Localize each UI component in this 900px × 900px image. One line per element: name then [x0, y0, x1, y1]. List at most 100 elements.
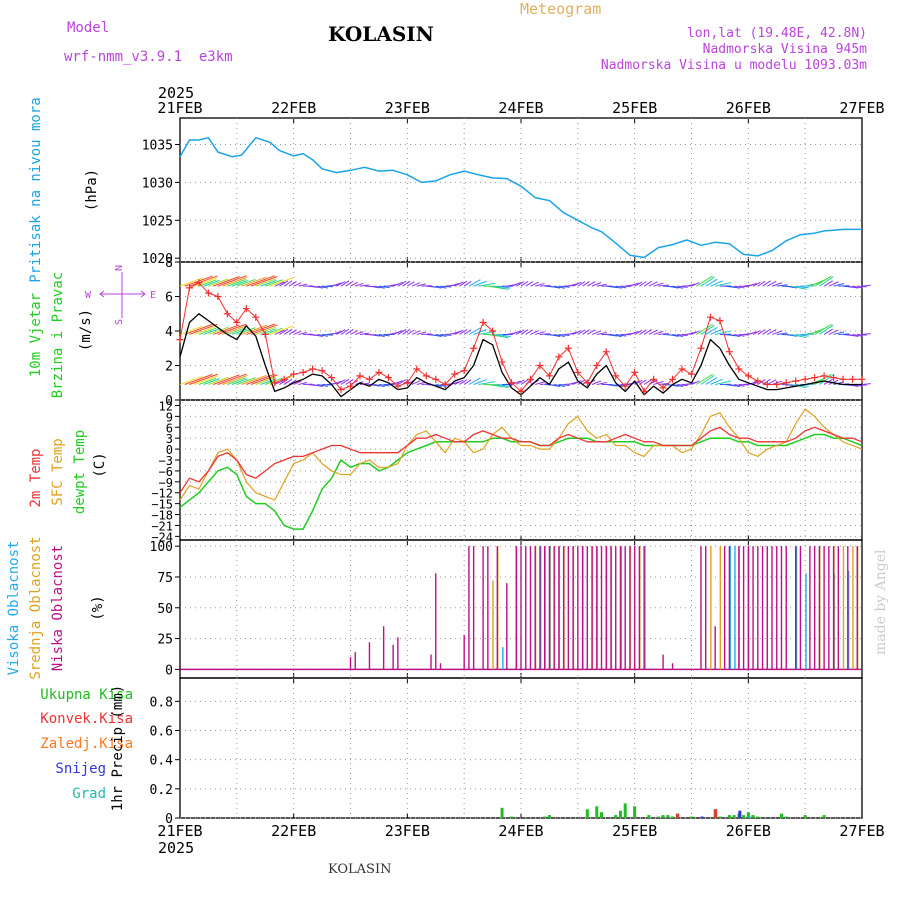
wind-arrow-mid-23 — [288, 329, 297, 335]
xtick-label-bottom-3: 24FEB — [498, 822, 543, 840]
wind-arrow-low-80 — [558, 383, 570, 387]
header-model-name: wrf-nmm_v3.9.1 e3km — [64, 49, 233, 65]
wind-arrow-high-86 — [587, 281, 596, 287]
wind-gust-marker — [185, 284, 193, 292]
wind-arrow-low-29 — [317, 383, 329, 387]
wind-arrow-mid-35 — [345, 329, 354, 335]
wind-arrow-high-28 — [312, 285, 323, 289]
meteogram-title: Meteogram — [520, 0, 602, 18]
wind-arrow-high-97 — [639, 281, 647, 287]
ytick-label-clouds-4: 100 — [150, 540, 173, 555]
wind-gust-marker — [555, 353, 563, 361]
wind-arrow-high-6 — [208, 278, 229, 287]
wind-gust-marker — [451, 370, 459, 378]
wind-arrow-low-4 — [198, 377, 217, 385]
wind-arrow-low-124 — [767, 379, 777, 385]
wind-arrow-high-113 — [715, 282, 732, 287]
wind-arrow-low-33 — [336, 379, 346, 385]
wind-arrow-high-58 — [454, 281, 464, 287]
wind-arrow-mid-6 — [208, 326, 229, 335]
wind-arrow-mid-128 — [786, 333, 797, 337]
wind-arrow-mid-2 — [189, 323, 218, 335]
ytick-label-pressure-2: 1030 — [142, 176, 173, 191]
wind-arrow-high-135 — [819, 276, 834, 287]
wind-gust-marker — [621, 382, 629, 390]
ytick-label-clouds-3: 75 — [157, 571, 173, 586]
wind-arrow-low-16 — [255, 376, 277, 385]
wind-arrow-high-130 — [795, 285, 809, 289]
wind-arrow-low-67 — [497, 383, 511, 387]
ytick-label-temperature-9: −15 — [151, 498, 173, 512]
title-pressure: Pritisak na nivou mora — [28, 97, 44, 282]
wind-arrow-mid-98 — [643, 329, 652, 335]
wind-arrow-mid-40 — [369, 333, 380, 337]
wind-arrow-high-103 — [667, 285, 679, 289]
wind-arrow-low-88 — [596, 382, 607, 385]
ytick-label-precip-2: 0.4 — [150, 754, 174, 769]
wind-arrow-low-84 — [577, 379, 586, 385]
wind-arrow-mid-3 — [194, 325, 218, 335]
wind-arrow-mid-137 — [828, 329, 839, 335]
ytick-label-wind-3: 6 — [165, 291, 173, 306]
ytick-label-pressure-1: 1025 — [142, 214, 173, 229]
precip-bar-2 — [700, 816, 704, 818]
wind-arrow-mid-29 — [317, 333, 329, 337]
wind-arrow-low-10 — [227, 377, 247, 385]
precip-bar-0 — [803, 815, 807, 818]
wind-arrow-high-70 — [511, 282, 521, 287]
wind-arrow-mid-110 — [700, 324, 715, 335]
wind-arrow-mid-42 — [378, 333, 390, 337]
wind-arrow-high-14 — [246, 275, 276, 287]
wind-arrow-low-108 — [691, 380, 700, 385]
wind-arrow-low-111 — [705, 377, 718, 385]
wind-gust-marker — [669, 375, 677, 383]
wind-arrow-mid-91 — [610, 333, 622, 338]
wind-arrow-low-144 — [861, 383, 871, 385]
wind-arrow-high-53 — [430, 285, 442, 289]
wind-arrow-mid-75 — [535, 331, 545, 335]
precip-bar-0 — [500, 807, 504, 818]
precip-bar-3 — [748, 816, 752, 818]
ytick-label-clouds-2: 50 — [157, 602, 173, 617]
wind-arrow-low-28 — [312, 383, 323, 388]
wind-arrow-high-3 — [194, 277, 218, 287]
wind-gust-marker — [470, 344, 478, 352]
wind-arrow-high-71 — [516, 281, 525, 287]
wind-arrow-low-25 — [298, 382, 307, 385]
wind-arrow-high-143 — [857, 285, 867, 288]
wind-arrow-high-29 — [317, 285, 329, 289]
wind-gust-marker — [744, 372, 752, 380]
wind-gust-marker — [318, 367, 326, 375]
precip-bar-0 — [656, 816, 660, 818]
wind-arrow-high-99 — [648, 281, 658, 287]
wind-gust-marker — [403, 379, 411, 387]
wind-arrow-mid-99 — [648, 329, 658, 335]
wind-arrow-mid-25 — [298, 332, 307, 335]
wind-arrow-high-137 — [828, 281, 839, 287]
wind-arrow-low-101 — [658, 382, 669, 385]
wind-arrow-low-7 — [212, 374, 240, 385]
wind-arrow-mid-4 — [198, 327, 217, 335]
wind-arrow-high-72 — [520, 280, 529, 287]
temp-2m-line — [179, 426, 863, 494]
wind-arrow-mid-16 — [255, 326, 277, 335]
wind-arrow-low-46 — [397, 379, 407, 385]
wind-arrow-high-37 — [355, 282, 364, 287]
wind-arrow-mid-108 — [691, 330, 700, 335]
wind-arrow-high-47 — [402, 280, 411, 287]
ytick-label-temperature-3: 3 — [166, 432, 173, 446]
wind-arrow-mid-121 — [752, 330, 761, 335]
wind-arrow-high-109 — [695, 275, 713, 287]
legend-conv-precip: Konvek.Kisa — [40, 711, 133, 727]
wind-arrow-mid-33 — [336, 329, 346, 335]
wind-arrow-low-105 — [677, 383, 688, 387]
ytick-label-temperature-1: 9 — [166, 410, 173, 424]
wind-arrow-high-8 — [217, 275, 247, 287]
wind-arrow-mid-15 — [250, 324, 278, 335]
year-label-top: 2025 — [158, 84, 194, 102]
xtick-label-bottom-6: 27FEB — [839, 822, 884, 840]
ytick-label-temperature-12: −24 — [151, 530, 173, 544]
wind-gust-marker — [858, 375, 866, 383]
legend-total-precip: Ukupna Kisa — [40, 687, 133, 703]
